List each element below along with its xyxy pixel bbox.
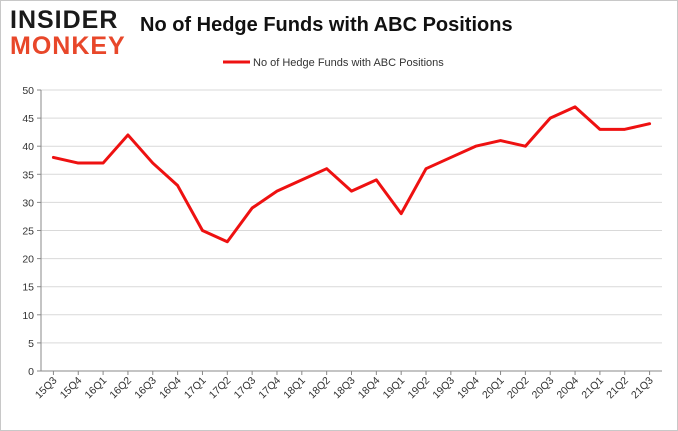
x-tick-label: 15Q3: [33, 375, 60, 402]
data-point: [499, 139, 502, 142]
data-point: [623, 128, 626, 131]
x-tick-label: 17Q1: [182, 375, 209, 402]
data-point: [424, 167, 428, 170]
data-point: [151, 161, 154, 165]
grid-lines: [37, 89, 662, 372]
y-tick-label: 0: [28, 366, 34, 378]
data-point: [449, 156, 453, 159]
data-point: [375, 178, 378, 182]
insider-monkey-logo: INSIDER MONKEY: [10, 8, 126, 59]
x-tick-label: 21Q1: [579, 375, 606, 402]
y-tick-labels: 0 5 10 15 20 25 30 35 40 45 50: [22, 85, 34, 378]
y-tick-label: 50: [22, 85, 34, 97]
data-point: [524, 145, 527, 148]
x-tick-label: 20Q2: [505, 375, 532, 402]
logo-line-1: INSIDER: [10, 6, 119, 34]
x-tick-label: 17Q2: [207, 375, 234, 402]
x-tick-label: 21Q2: [604, 375, 631, 402]
x-tick-label: 17Q4: [256, 375, 283, 402]
data-point: [300, 178, 304, 182]
data-point: [549, 116, 552, 120]
x-tick-label: 16Q2: [107, 375, 134, 402]
x-tick-label: 19Q1: [381, 375, 408, 402]
x-tick-label: 18Q3: [331, 375, 358, 402]
y-tick-label: 30: [22, 197, 34, 209]
data-point: [350, 189, 353, 193]
data-point: [399, 212, 403, 215]
y-tick-label: 25: [22, 226, 34, 238]
x-tick-label: 20Q3: [530, 375, 557, 402]
data-point: [77, 161, 80, 165]
data-point: [250, 206, 254, 210]
data-point: [226, 240, 229, 243]
x-tick-label: 18Q2: [306, 375, 333, 402]
y-tick-label: 10: [22, 310, 34, 322]
series-group: [51, 105, 652, 244]
chart-title: No of Hedge Funds with ABC Positions: [140, 14, 513, 36]
x-tick-label: 19Q4: [455, 375, 482, 402]
x-tick-label: 16Q3: [132, 375, 159, 402]
y-tick-label: 15: [22, 282, 34, 294]
x-tick-label: 19Q3: [430, 375, 457, 402]
legend: No of Hedge Funds with ABC Positions: [223, 57, 444, 69]
x-tick-labels: 15Q315Q416Q116Q216Q316Q417Q117Q217Q317Q4…: [33, 375, 656, 402]
x-tick-label: 15Q4: [58, 375, 85, 402]
x-tick-label: 19Q2: [405, 375, 432, 402]
y-tick-label: 35: [22, 169, 34, 181]
logo-line-2: MONKEY: [10, 32, 126, 60]
y-tick-label: 5: [28, 338, 34, 350]
y-tick-label: 20: [22, 254, 34, 266]
x-tick-label: 21Q3: [629, 375, 656, 402]
x-tick-label: 17Q3: [232, 375, 259, 402]
x-tick-label: 20Q4: [555, 375, 582, 402]
x-tick-label: 16Q4: [157, 375, 184, 402]
x-tick-label: 18Q4: [356, 375, 383, 402]
data-point: [126, 133, 130, 137]
data-point: [474, 145, 477, 148]
x-tick-label: 18Q1: [281, 375, 308, 402]
axes: [40, 90, 662, 375]
data-point: [648, 122, 651, 125]
data-point: [275, 189, 279, 193]
data-point: [52, 156, 55, 159]
y-tick-label: 40: [22, 141, 34, 153]
x-tick-label: 16Q1: [83, 375, 110, 402]
legend-label: No of Hedge Funds with ABC Positions: [253, 57, 444, 69]
data-point: [176, 184, 179, 187]
data-point: [573, 105, 577, 109]
data-point: [598, 128, 602, 131]
data-point: [101, 161, 105, 165]
y-tick-label: 45: [22, 113, 34, 125]
data-point: [201, 229, 204, 232]
x-tick-label: 20Q1: [480, 375, 507, 402]
data-point: [325, 167, 328, 170]
